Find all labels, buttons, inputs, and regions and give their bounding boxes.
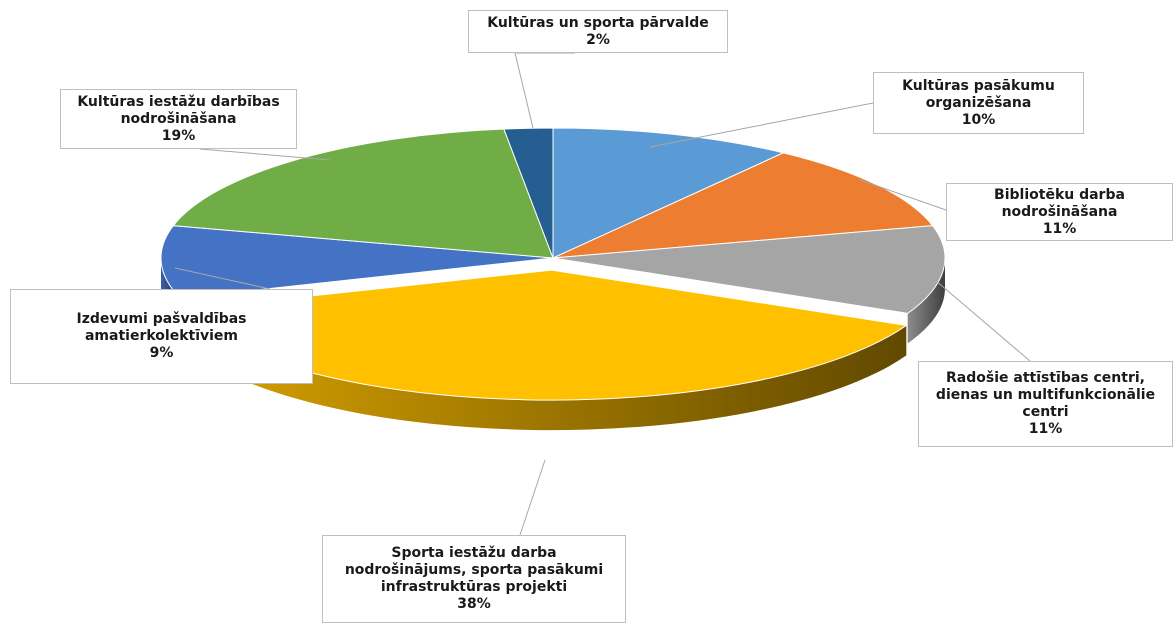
- leader-line-1: [859, 179, 947, 211]
- label-slice-2-line-0: Radošie attīstības centri,: [946, 370, 1145, 386]
- label-slice-1-percent: 11%: [1042, 220, 1077, 237]
- label-slice-6: Kultūras un sporta pārvalde 2%: [468, 10, 728, 53]
- label-slice-6-percent: 2%: [586, 31, 610, 48]
- pie-slice-6: [503, 127, 554, 259]
- label-slice-0-line-1: organizēšana: [925, 94, 1032, 111]
- label-slice-4: Izdevumi pašvaldības amatierkolektīviem …: [10, 289, 313, 384]
- label-slice-3-line-0: Sporta iestāžu darba: [391, 545, 557, 561]
- label-slice-5: Kultūras iestāžu darbības nodrošināšana …: [60, 89, 297, 149]
- label-slice-3-percent: 38%: [457, 596, 491, 612]
- label-slice-3-line-1: nodrošinājums, sporta pasākumi: [344, 562, 604, 578]
- label-slice-2-percent: 11%: [1028, 421, 1063, 437]
- label-slice-5-line-1: nodrošināšana: [120, 110, 237, 127]
- label-slice-4-line-0: Izdevumi pašvaldības: [76, 311, 247, 327]
- leader-line-6: [514, 52, 575, 129]
- leader-line-0: [649, 102, 874, 148]
- leader-lines: [174, 52, 1031, 536]
- label-slice-4-line-1: amatierkolektīviem: [84, 328, 239, 344]
- label-slice-5-line-0: Kultūras iestāžu darbības: [77, 93, 280, 110]
- label-slice-0-line-0: Kultūras pasākumu: [902, 77, 1055, 94]
- leader-line-5: [199, 148, 331, 161]
- pie-side-2: [907, 258, 945, 344]
- pie-slice-1: [552, 152, 934, 259]
- leader-line-3: [519, 459, 546, 536]
- label-slice-2: Radošie attīstības centri, dienas un mul…: [918, 361, 1173, 447]
- label-slice-6-line-0: Kultūras un sporta pārvalde: [487, 14, 709, 31]
- label-slice-5-percent: 19%: [161, 127, 196, 144]
- pie-slice-2: [552, 225, 946, 314]
- label-slice-2-line-2: centri: [1022, 404, 1069, 420]
- label-slice-1: Bibliotēku darba nodrošināšana 11%: [946, 183, 1173, 241]
- pie-slice-5: [172, 128, 554, 259]
- label-slice-0-percent: 10%: [961, 111, 996, 128]
- label-slice-3: Sporta iestāžu darba nodrošinājums, spor…: [322, 535, 626, 623]
- label-slice-4-percent: 9%: [149, 345, 174, 361]
- label-slice-0: Kultūras pasākumu organizēšana 10%: [873, 72, 1084, 134]
- label-slice-1-line-1: nodrošināšana: [1001, 203, 1118, 220]
- label-slice-1-line-0: Bibliotēku darba: [994, 186, 1125, 203]
- leader-line-4: [174, 267, 271, 290]
- pie-slice-0: [552, 127, 785, 259]
- pie-side-3: [178, 310, 907, 431]
- label-slice-3-line-2: infrastruktūras projekti: [380, 579, 568, 595]
- label-slice-2-line-1: dienas un multifunkcionālie: [935, 387, 1156, 403]
- leader-line-2: [934, 279, 1031, 362]
